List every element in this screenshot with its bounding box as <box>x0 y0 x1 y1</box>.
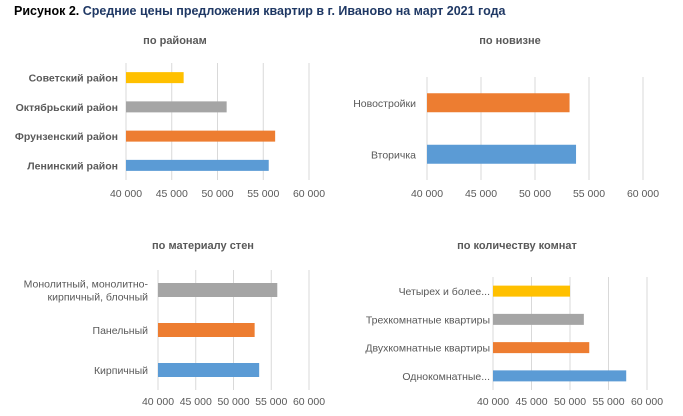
category-label: Четырех и более... <box>399 286 490 298</box>
category-label: Трехкомнатные квартиры <box>366 314 490 326</box>
panel-title-novelty: по новизне <box>479 35 541 47</box>
x-tick-label: 60 000 <box>627 188 659 200</box>
bar-двухкомнатные-квартиры <box>493 342 590 354</box>
bar-новостройки <box>427 93 570 113</box>
category-label: Монолитный, монолитно- <box>24 279 149 291</box>
bar-советский-район <box>126 72 184 84</box>
x-tick-label: 50 000 <box>554 396 586 408</box>
x-tick-label: 40 000 <box>142 396 174 408</box>
bar-фрунзенский-район <box>126 130 276 142</box>
category-label: Двухкомнатные квартиры <box>365 343 490 355</box>
bar-панельный <box>158 323 255 337</box>
x-tick-label: 50 000 <box>201 188 233 200</box>
category-label: Вторичка <box>371 149 416 161</box>
bar-ленинский-район <box>126 159 269 171</box>
category-label: Кирпичный <box>94 365 148 377</box>
x-tick-label: 40 000 <box>110 188 142 200</box>
bar-четырех-и-более <box>493 285 570 297</box>
bar-вторичка <box>427 144 577 164</box>
bar-трехкомнатные-квартиры <box>493 313 584 325</box>
panel-title-wall-material: по материалу стен <box>152 240 254 252</box>
bar-кирпичный <box>158 363 260 377</box>
x-tick-label: 60 000 <box>631 396 663 408</box>
figure-title-text: Средние цены предложения квартир в г. Ив… <box>82 4 506 18</box>
x-tick-label: 40 000 <box>411 188 443 200</box>
x-tick-label: 45 000 <box>156 188 188 200</box>
x-tick-label: 50 000 <box>217 396 249 408</box>
figure-title: Рисунок 2. Средние цены предложения квар… <box>14 4 505 18</box>
x-tick-label: 55 000 <box>247 188 279 200</box>
category-label: Ленинский район <box>27 160 118 172</box>
category-label: Однокомнатные... <box>402 371 490 383</box>
x-tick-label: 55 000 <box>255 396 287 408</box>
panel-title-rooms: по количеству комнат <box>457 240 577 252</box>
figure-title-lead: Рисунок 2. <box>14 4 80 18</box>
category-label: Советский район <box>29 73 118 85</box>
x-tick-label: 60 000 <box>293 188 325 200</box>
bar-однокомнатные <box>493 370 627 382</box>
category-label: Фрунзенский район <box>15 131 118 143</box>
x-tick-label: 45 000 <box>465 188 497 200</box>
category-label: Октябрьский район <box>16 102 118 114</box>
x-tick-label: 40 000 <box>477 396 509 408</box>
x-tick-label: 45 000 <box>180 396 212 408</box>
x-tick-label: 60 000 <box>293 396 325 408</box>
bar-монолитный-монолитно-кирпичный-блочный <box>158 283 278 297</box>
category-label: кирпичный, блочный <box>48 292 149 304</box>
x-tick-label: 55 000 <box>573 188 605 200</box>
bar-октябрьский-район <box>126 101 227 113</box>
x-tick-label: 55 000 <box>592 396 624 408</box>
panel-title-districts: по районам <box>143 35 207 47</box>
x-tick-label: 45 000 <box>515 396 547 408</box>
category-label: Новостройки <box>353 98 416 110</box>
category-label: Панельный <box>93 325 149 337</box>
x-tick-label: 50 000 <box>519 188 551 200</box>
